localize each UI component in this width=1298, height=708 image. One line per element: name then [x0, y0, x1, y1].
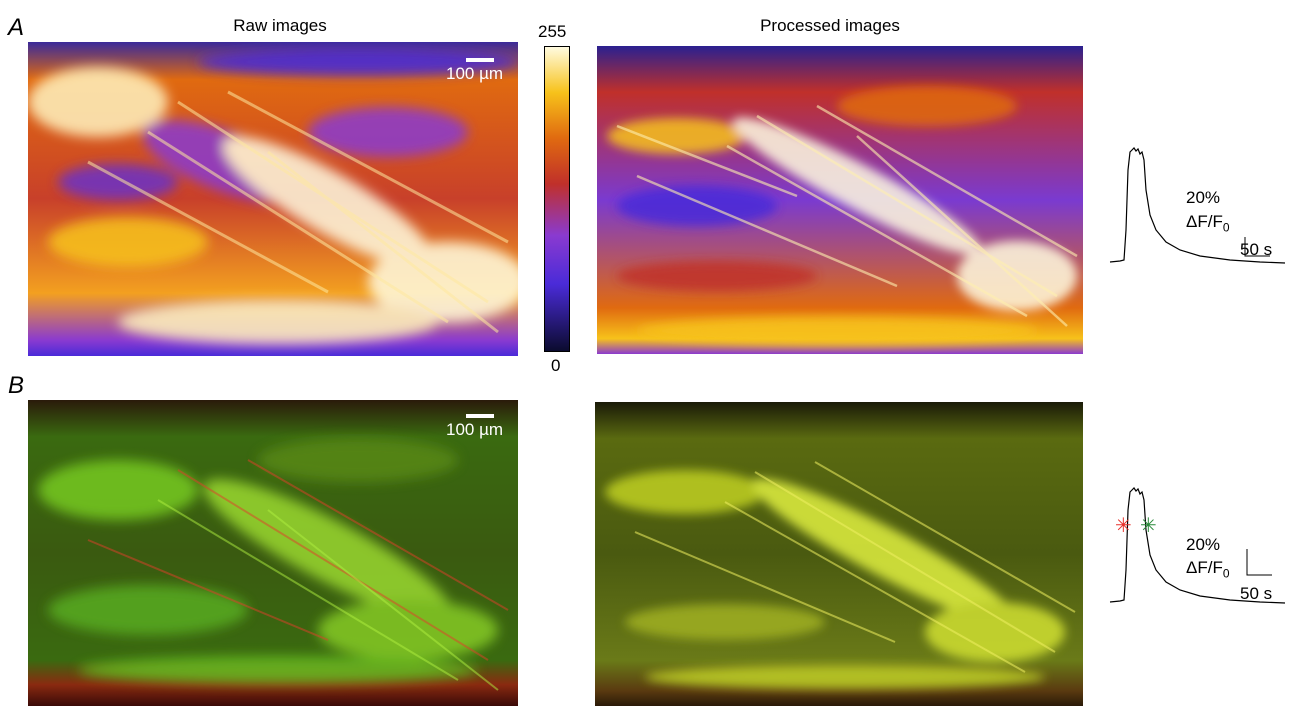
- processed-images-title: Processed images: [760, 16, 900, 35]
- processed-heatmap-image: [597, 46, 1083, 354]
- red-marker-icon: ✳: [1115, 515, 1132, 537]
- green-marker-icon: ✳: [1140, 515, 1157, 537]
- raw-fluorescence-image: [28, 400, 518, 706]
- panel-label-a: A: [8, 14, 25, 41]
- trace-a: [1109, 147, 1286, 264]
- colorbar-max-label: 255: [538, 22, 567, 41]
- processed-fluorescence-image: [595, 402, 1083, 706]
- panel-label-b: B: [8, 372, 25, 399]
- colorbar-min-label: 0: [551, 356, 561, 375]
- trace-b-time-label: 50 s: [1240, 584, 1273, 603]
- raw-images-title: Raw images: [233, 16, 327, 35]
- scale-label-a: 100 µm: [446, 64, 504, 83]
- raw-heatmap-image: [28, 42, 518, 356]
- trace-a-unit-label: ΔF/F0: [1186, 212, 1230, 235]
- trace-b-amplitude-label: 20%: [1186, 535, 1221, 554]
- scale-label-b: 100 µm: [446, 420, 504, 439]
- trace-a-amplitude-label: 20%: [1186, 188, 1221, 207]
- trace-a-time-label: 50 s: [1240, 240, 1273, 259]
- scale-bar-a: [466, 58, 494, 62]
- colorbar: [544, 46, 570, 352]
- trace-b-unit-label: ΔF/F0: [1186, 558, 1230, 581]
- scale-bar-b: [466, 414, 494, 418]
- trace-b: [1109, 487, 1286, 604]
